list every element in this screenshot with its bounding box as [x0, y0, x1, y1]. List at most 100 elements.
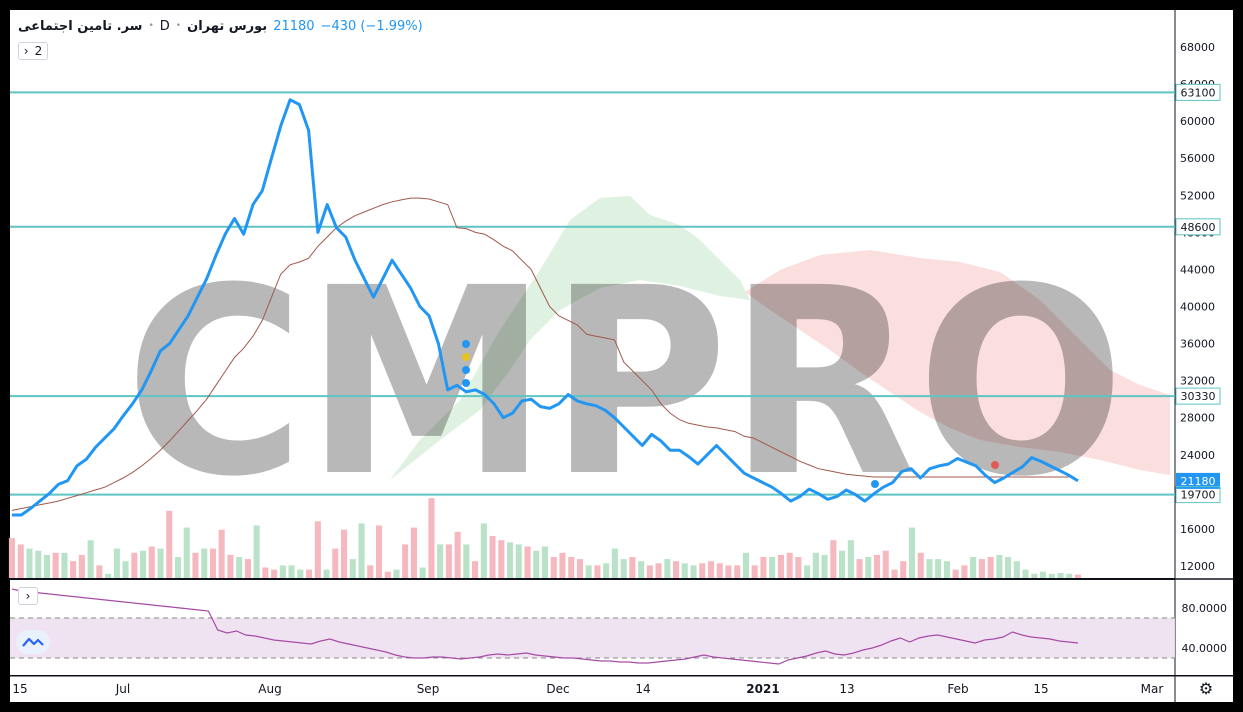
time-tick-label: Dec — [546, 682, 569, 696]
volume-bar — [480, 523, 487, 578]
cloud-red — [745, 250, 1170, 475]
rsi-line[interactable] — [11, 588, 1079, 665]
time-tick-label: Aug — [258, 682, 281, 696]
volume-bar — [262, 567, 269, 578]
volume-bar — [209, 548, 216, 578]
volume-bar — [611, 548, 618, 578]
level-price-label: 48600 — [1181, 221, 1216, 234]
dot-separator-icon: • — [148, 21, 154, 31]
volume-bar — [419, 567, 426, 578]
volume-bar — [786, 552, 793, 578]
volume-bar — [839, 550, 846, 578]
volume-bar — [594, 565, 601, 578]
volume-bar — [445, 544, 452, 578]
volume-bar — [297, 569, 304, 578]
volume-bar — [524, 546, 531, 578]
symbol-legend[interactable]: سر. تامین اجتماعی • D • بورس تهران 21180… — [18, 16, 423, 36]
signal-dot-blue[interactable] — [462, 366, 470, 374]
volume-bar — [655, 563, 662, 578]
volume-bar — [35, 550, 42, 578]
volume-bar — [463, 544, 470, 578]
volume-bar — [437, 544, 444, 578]
volume-bar — [690, 565, 697, 578]
volume-bar — [734, 565, 741, 578]
signal-dot-red[interactable] — [991, 461, 999, 469]
tradingview-logo-icon[interactable] — [16, 630, 50, 654]
volume-bar — [620, 559, 627, 578]
volume-bar — [454, 531, 461, 578]
volume-bar — [1031, 573, 1038, 578]
volume-bar — [349, 559, 356, 578]
volume-bar — [812, 552, 819, 578]
rsi-legend-toggle-button[interactable]: › — [18, 587, 38, 605]
watermark: CMPRO — [125, 233, 1125, 533]
time-tick-label: 13 — [839, 682, 854, 696]
volume-bar — [1040, 571, 1047, 578]
signal-dot-yellow[interactable] — [462, 353, 470, 361]
time-tick-label: 2021 — [746, 682, 779, 696]
volume-bar — [428, 498, 435, 578]
volume-bar — [541, 546, 548, 578]
volume-bar — [847, 540, 854, 578]
volume-bar — [498, 540, 505, 578]
volume-bar — [314, 521, 321, 578]
price-tick-label: 36000 — [1180, 338, 1215, 351]
level-price-label-bg — [1176, 218, 1220, 235]
price-tick-label: 32000 — [1180, 375, 1215, 388]
time-tick-label: Feb — [947, 682, 968, 696]
volume-bar — [1074, 574, 1081, 578]
volume-bar — [410, 527, 417, 578]
dot-separator-icon: • — [175, 21, 182, 31]
volume-bar — [201, 548, 208, 578]
price-tick-label: 68000 — [1180, 41, 1215, 54]
gear-icon[interactable]: ⚙ — [1198, 678, 1214, 698]
signal-dot-blue[interactable] — [871, 480, 879, 488]
volume-bar — [882, 550, 889, 578]
level-label-border — [1175, 218, 1221, 236]
volume-bar — [113, 548, 120, 578]
volume-bar — [585, 565, 592, 578]
indicators-toggle-button[interactable]: › 2 — [18, 42, 48, 60]
volume-bar — [952, 569, 959, 578]
rsi-band — [10, 618, 1175, 658]
volume-bar — [1066, 573, 1073, 578]
volume-bar — [603, 563, 610, 578]
volume-bar — [638, 561, 645, 578]
volume-bar — [961, 565, 968, 578]
volume-bar — [742, 552, 749, 578]
signal-dot-blue[interactable] — [462, 340, 470, 348]
volume-bar — [402, 544, 409, 578]
volume-bar — [699, 563, 706, 578]
volume-bar — [576, 559, 583, 578]
volume-bar — [244, 559, 251, 578]
volume-bar — [61, 552, 68, 578]
volume-bar — [253, 525, 260, 578]
volume-bar — [175, 557, 182, 578]
price-line[interactable] — [12, 98, 1079, 517]
volume-bar — [78, 554, 85, 578]
volume-bar — [856, 559, 863, 578]
volume-bar — [821, 554, 828, 578]
price-tick-label: 52000 — [1180, 189, 1215, 202]
volume-bar — [874, 554, 881, 578]
volume-bar — [708, 561, 715, 578]
volume-bar — [515, 544, 522, 578]
signal-dot-blue[interactable] — [462, 379, 470, 387]
volume-bar — [358, 523, 365, 578]
level-label-border — [1175, 486, 1221, 504]
price-tick-label: 24000 — [1180, 449, 1215, 462]
symbol-name[interactable]: سر. تامین اجتماعی — [18, 18, 143, 34]
interval-label[interactable]: D — [159, 18, 170, 34]
moving-average-line[interactable] — [11, 197, 1069, 511]
time-tick-label: 14 — [635, 682, 650, 696]
level-price-label: 30330 — [1181, 390, 1216, 403]
time-tick-label: Mar — [1141, 682, 1164, 696]
volume-bar — [1048, 573, 1055, 578]
volume-bar — [917, 552, 924, 578]
volume-bar — [70, 561, 77, 578]
volume-bar — [218, 529, 225, 578]
time-tick-label: 15 — [12, 682, 27, 696]
level-label-border — [1175, 83, 1221, 101]
